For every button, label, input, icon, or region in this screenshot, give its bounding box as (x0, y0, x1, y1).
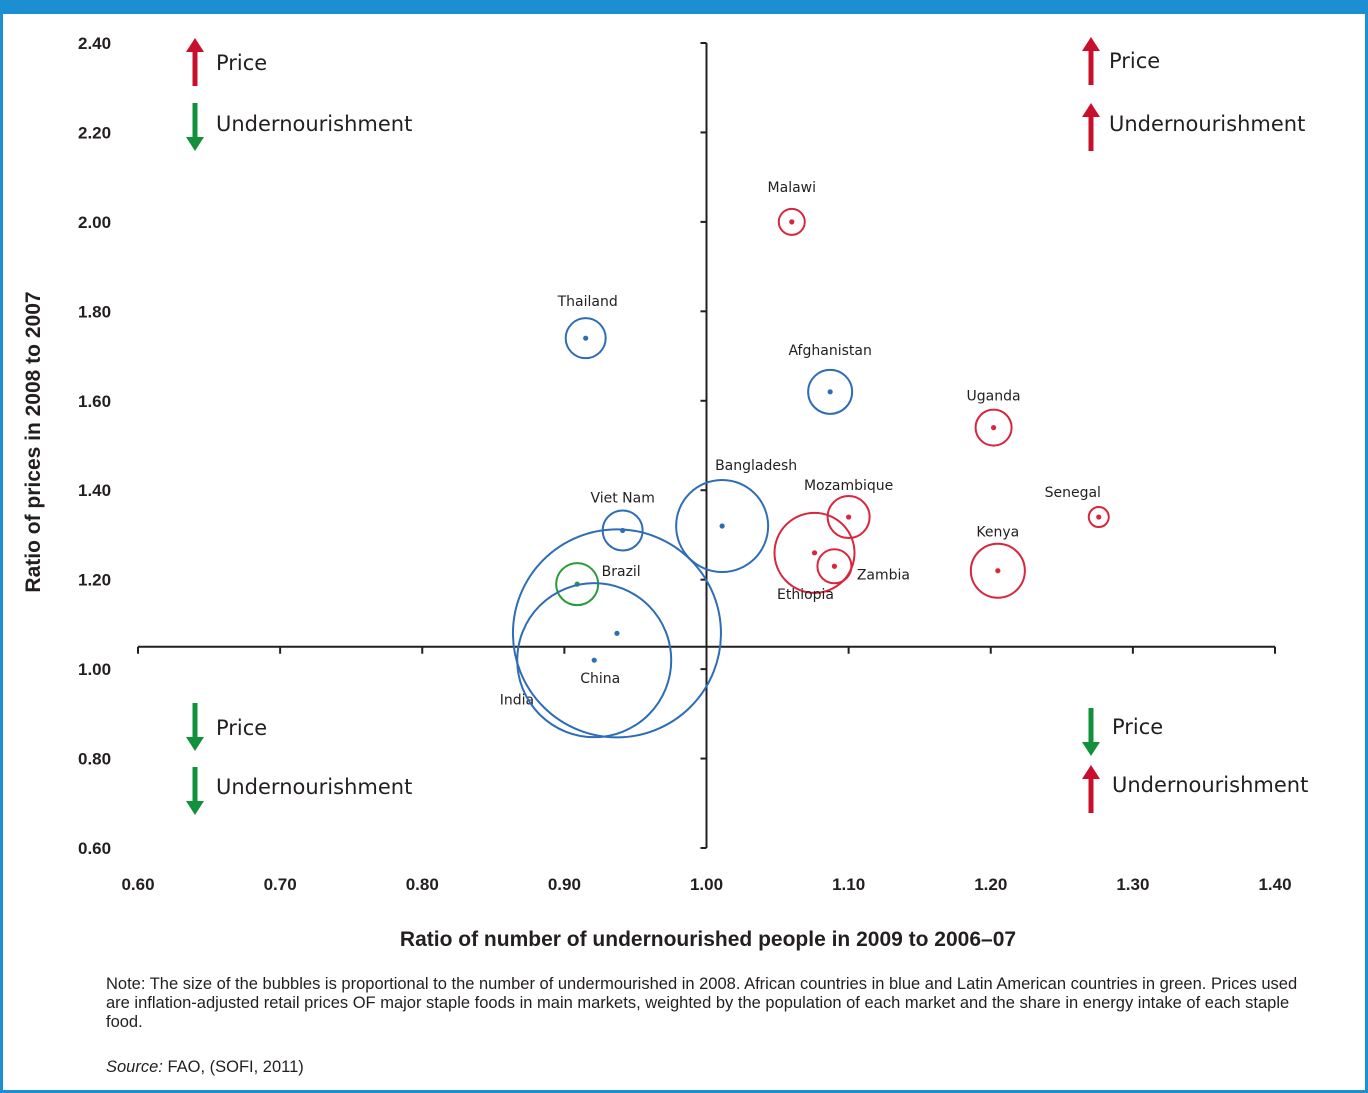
top-left-label: Price (216, 51, 267, 75)
bubble-ethiopia (773, 511, 856, 594)
bubble-label-malawi: Malawi (768, 180, 816, 196)
y-axis-title: Ratio of prices in 2008 to 2007 (22, 291, 45, 592)
bubble-center-india (614, 630, 620, 636)
x-tick-label: 1.20 (974, 875, 1007, 894)
bubble-kenya (969, 542, 1026, 599)
bubble-label-bangladesh: Bangladesh (715, 458, 797, 474)
y-tick-label: 0.80 (78, 750, 111, 769)
chart-source: Source: FAO, (SOFI, 2011) (106, 1058, 304, 1077)
bubble-bangladesh (675, 479, 770, 573)
top-right-label: Price (1109, 49, 1160, 73)
bubble-senegal (1087, 506, 1110, 529)
bubble-label-viet-nam: Viet Nam (590, 490, 654, 506)
bubble-label-afghanistan: Afghanistan (788, 343, 871, 359)
quadrant-annotations: Price Undernourishment Price Undernourishme… (186, 37, 1308, 815)
y-tick-label: 2.20 (78, 123, 111, 142)
bubble-thailand (564, 317, 607, 360)
x-tick-label: 1.10 (832, 875, 865, 894)
top-left-up-arrow-icon (186, 38, 204, 52)
bottom-right-down-arrow-icon (1082, 742, 1100, 756)
bubble-malawi (777, 207, 806, 236)
bubble-label-ethiopia: Ethiopia (777, 587, 834, 603)
top-left-label: Undernourishment (216, 112, 412, 136)
bubble-uganda (974, 408, 1013, 447)
bubble-center-thailand (583, 335, 589, 341)
y-tick-label: 0.60 (78, 839, 111, 858)
source-label: Source: (106, 1058, 163, 1076)
bubble-afghanistan (807, 368, 854, 415)
source-text: FAO, (SOFI, 2011) (162, 1058, 304, 1076)
bubble-center-china (591, 657, 597, 663)
bottom-left-label: Price (216, 716, 267, 740)
bubble-label-kenya: Kenya (976, 525, 1019, 541)
bubble-label-china: China (580, 671, 620, 687)
bubble-center-malawi (789, 219, 795, 225)
y-tick-label: 1.80 (78, 302, 111, 321)
x-tick-label: 0.70 (264, 875, 297, 894)
x-tick-label: 1.00 (690, 875, 723, 894)
x-tick-label: 0.90 (548, 875, 581, 894)
bottom-left-down-arrow-icon (186, 737, 204, 751)
bottom-left-label: Undernourishment (216, 775, 412, 799)
bubble-center-mozambique (846, 514, 852, 520)
y-tick-label: 1.00 (78, 660, 111, 679)
bottom-right-up-arrow-icon (1082, 765, 1100, 779)
bubble-center-zambia (831, 563, 838, 569)
x-tick-label: 1.30 (1116, 875, 1149, 894)
bubble-india (511, 528, 722, 739)
bubble-center-senegal (1096, 514, 1102, 520)
bubble-label-senegal: Senegal (1045, 485, 1101, 501)
bottom-right-label: Price (1112, 715, 1163, 739)
bubble-label-mozambique: Mozambique (804, 478, 893, 494)
bubble-center-afghanistan (827, 389, 833, 395)
bubble-zambia (816, 548, 853, 585)
bubble-label-uganda: Uganda (967, 389, 1021, 405)
bubble-center-ethiopia (811, 550, 818, 556)
bubble-center-uganda (990, 425, 997, 431)
bubble-center-kenya (995, 568, 1001, 574)
axes: 0.60 0.70 0.80 0.90 1.00 1.10 1.20 1.30 1.40 0.60… (78, 34, 1292, 894)
x-tick-label: 0.60 (121, 875, 154, 894)
y-tick-label: 1.20 (78, 571, 111, 590)
top-right-label: Undernourishment (1109, 112, 1305, 136)
x-tick-label: 1.40 (1258, 875, 1291, 894)
chart-note: Note: The size of the bubbles is proport… (106, 975, 1298, 1031)
bubble-label-zambia: Zambia (857, 567, 910, 583)
bubble-center-bangladesh (719, 523, 725, 529)
bubbles: Malawi Thailand Afghanistan Uganda Banglades… (500, 180, 1110, 739)
bubble-china (516, 582, 673, 739)
bottom-left-down-arrow-icon (186, 801, 204, 815)
bubble-mozambique (826, 495, 871, 540)
bubble-label-thailand: Thailand (557, 294, 618, 310)
y-tick-label: 2.40 (78, 34, 111, 53)
top-right-up-arrow-icon (1082, 37, 1100, 51)
y-tick-label: 1.40 (78, 481, 111, 500)
top-right-up-arrow-icon (1082, 103, 1100, 117)
x-tick-label: 0.80 (406, 875, 439, 894)
y-tick-label: 2.00 (78, 213, 111, 232)
top-left-down-arrow-icon (186, 137, 204, 151)
y-tick-label: 1.60 (78, 392, 111, 411)
bubble-label-brazil: Brazil (602, 564, 641, 580)
bottom-right-label: Undernourishment (1112, 773, 1308, 797)
x-axis-title: Ratio of number of undernourished people… (400, 928, 1016, 951)
